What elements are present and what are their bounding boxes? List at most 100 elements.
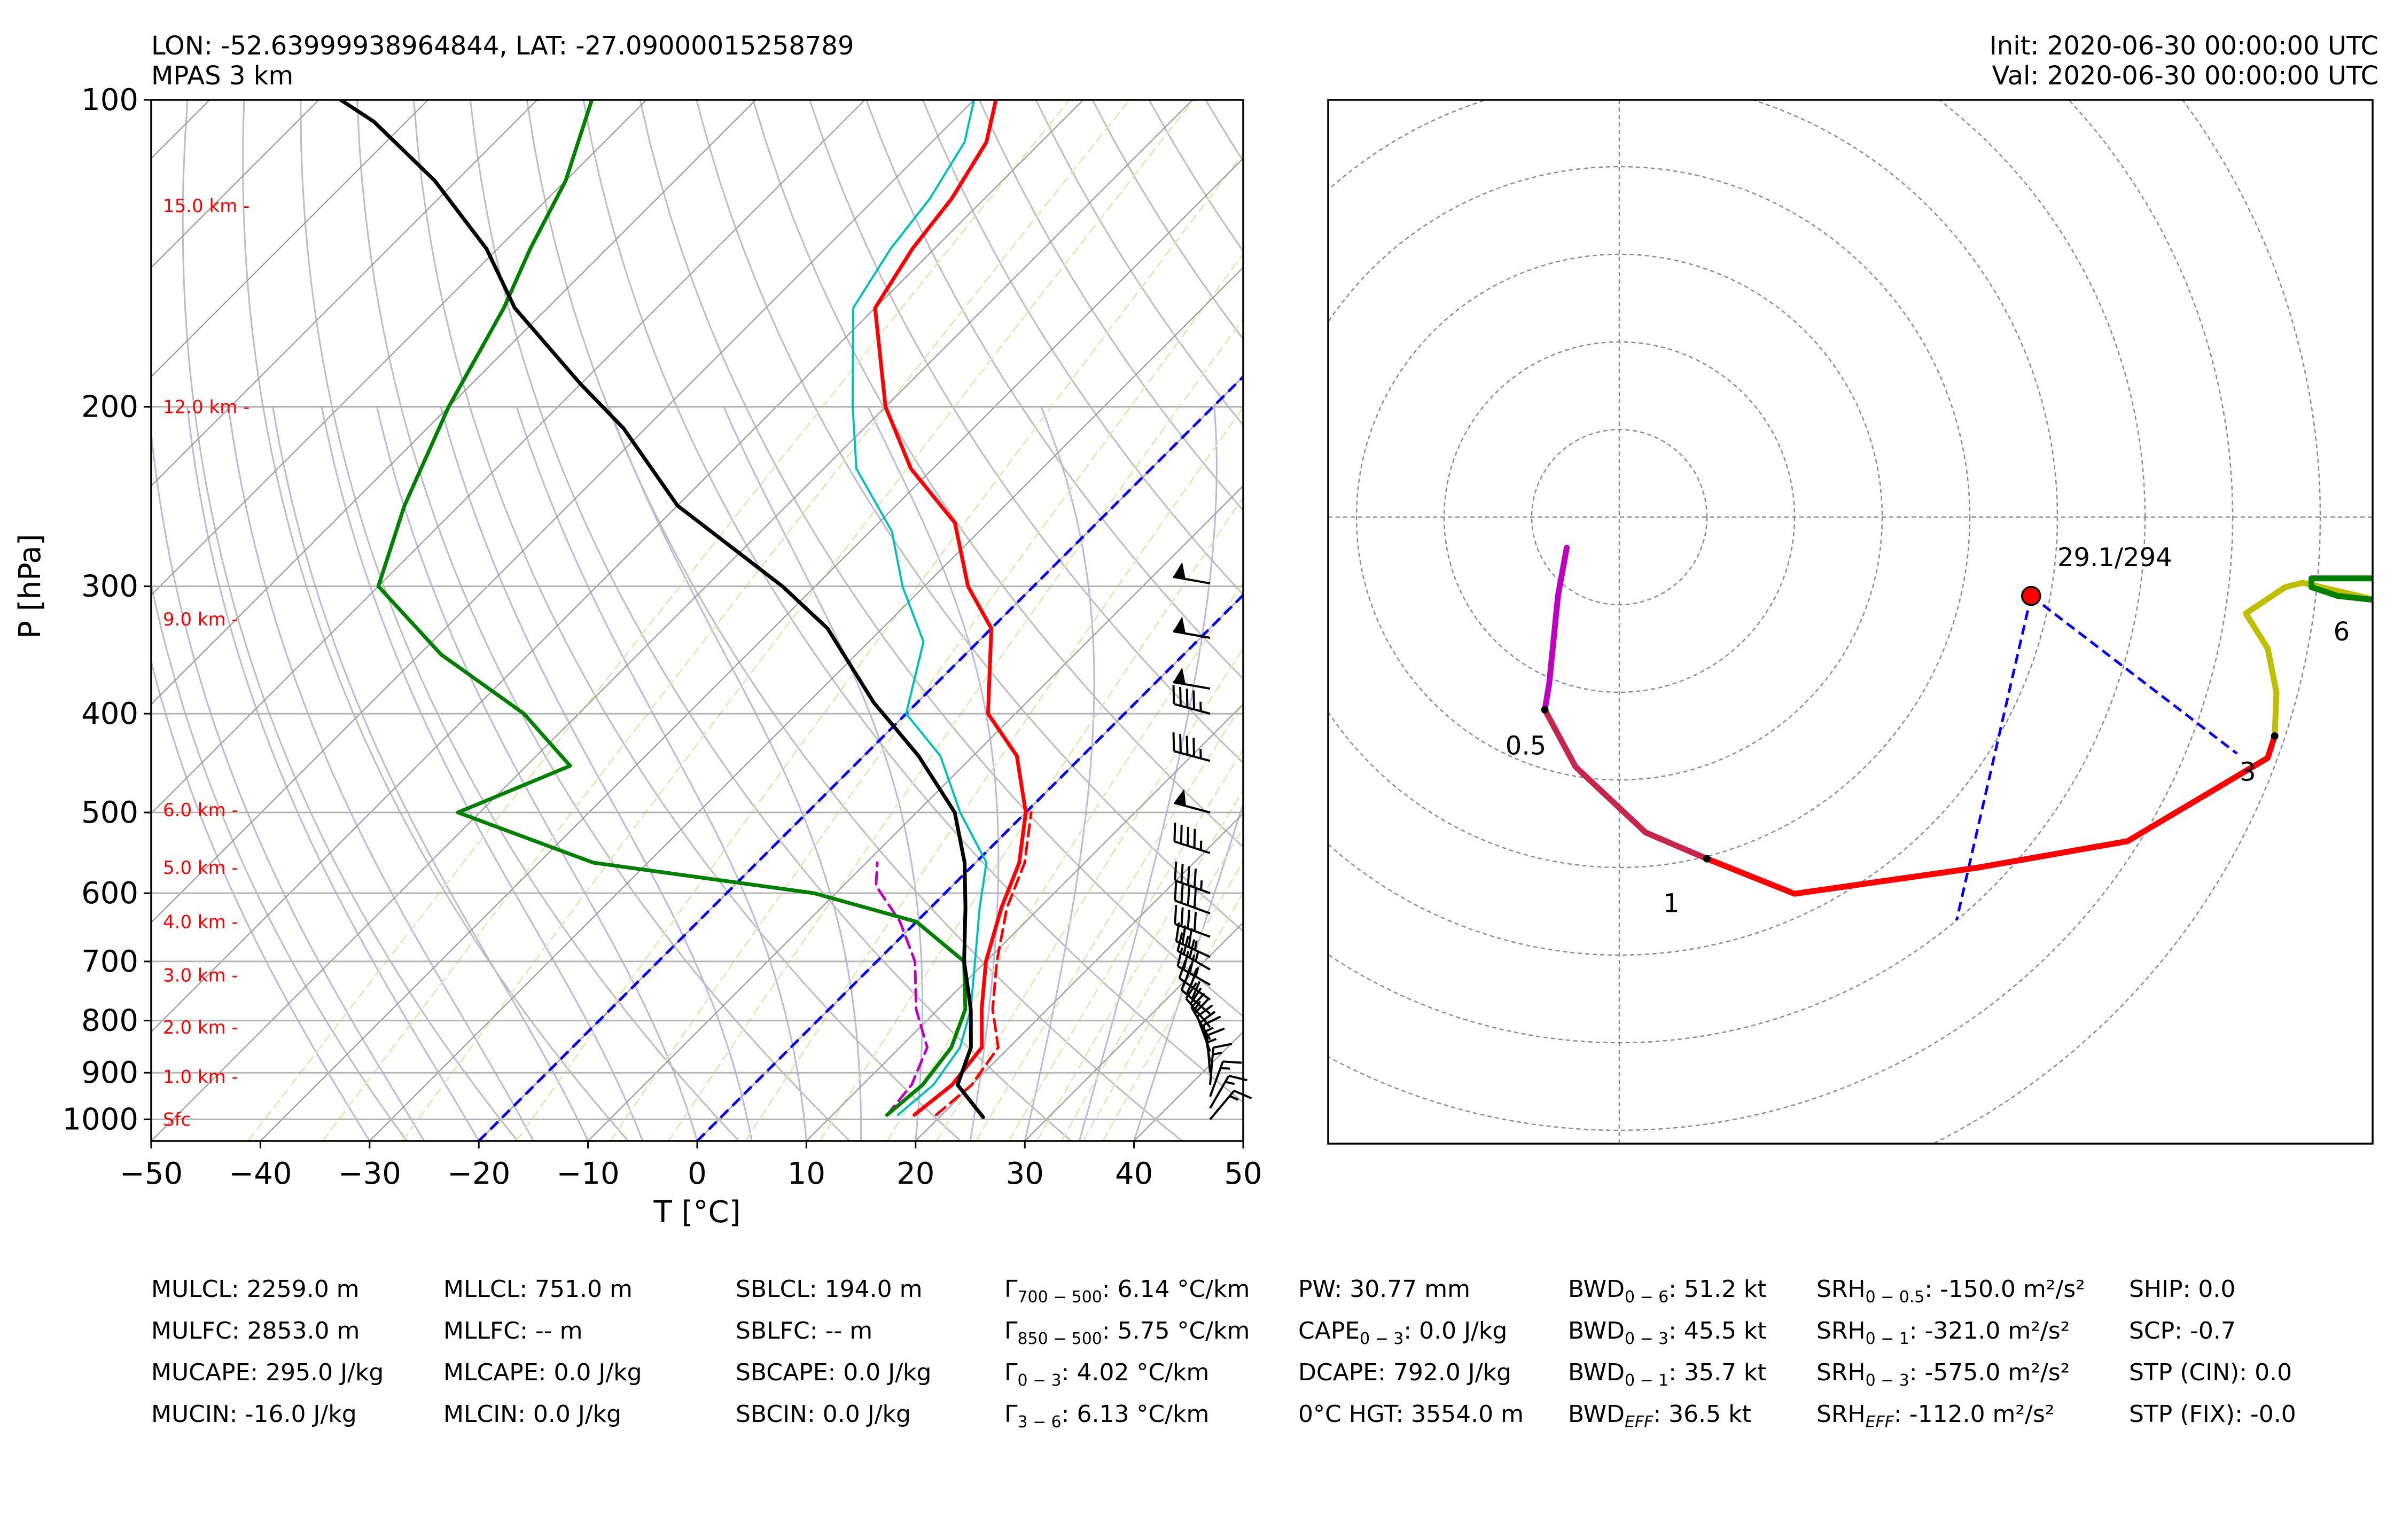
y-tick-label: 400 <box>81 697 138 731</box>
index-item: Γ700 − 500: 6.14 °C/km <box>1004 1276 1250 1307</box>
mixing-ratio-line <box>1082 859 1243 1141</box>
index-item: SRH0 − 1: -321.0 m²/s² <box>1816 1317 2070 1348</box>
wind-barb <box>1173 822 1211 854</box>
isotherm-line <box>1024 921 1243 1141</box>
wind-barb <box>1209 1043 1233 1085</box>
moist-adiabat-line <box>151 426 425 1141</box>
dry-adiabat-line <box>809 100 1243 764</box>
wind-barb <box>1209 1090 1252 1120</box>
moist-adiabat-line <box>272 407 589 1141</box>
wind-barb <box>1173 616 1211 639</box>
indices-col-1: MULCL: 2259.0 m MULFC: 2853.0 m MUCAPE: … <box>151 1276 384 1442</box>
header-right: Init: 2020-06-30 00:00:00 UTC Val: 2020-… <box>1990 31 2378 91</box>
wind-barb <box>1173 667 1211 690</box>
y-tick-label: 900 <box>81 1056 138 1090</box>
mixing-ratio-line <box>975 701 1243 1141</box>
valid-time-label: Val: 2020-06-30 00:00:00 UTC <box>1992 61 2379 91</box>
hodograph-segment <box>1542 707 1710 862</box>
isotherm-line <box>151 100 647 596</box>
height-label: 15.0 km - <box>163 196 249 217</box>
y-tick-label: 300 <box>81 569 138 604</box>
wetbulb-line <box>852 100 988 1116</box>
index-item: STP (CIN): 0.0 <box>2129 1359 2292 1386</box>
index-item: BWD0 − 1: 35.7 kt <box>1568 1359 1767 1390</box>
x-tick-label: 0 <box>688 1156 707 1191</box>
isotherm-line <box>587 485 1243 1141</box>
storm-motion-label: 29.1/294 <box>2057 543 2172 573</box>
dewpoint-line <box>376 100 968 1117</box>
hodograph-frame <box>1327 99 2374 1145</box>
skew-t-frame <box>150 99 1244 1142</box>
skew-t-plot-area: Sfc 1.0 km - 2.0 km - 3.0 km - 4.0 km - 5.0 k… <box>151 100 1243 1141</box>
dry-adiabat-line <box>865 100 1243 681</box>
height-marker-dot <box>2271 732 2279 740</box>
header-left: LON: -52.63999938964844, LAT: -27.090000… <box>151 31 854 91</box>
index-item: 0°C HGT: 3554.0 m <box>1298 1401 1524 1428</box>
hodograph-ring <box>1328 100 2058 956</box>
isotherm-line <box>151 100 757 705</box>
temperature-line <box>873 100 1028 1117</box>
mixing-ratio-line <box>819 496 1243 1141</box>
height-label: 5.0 km - <box>163 857 238 879</box>
x-tick-label: 40 <box>1115 1156 1153 1191</box>
dry-adiabat-line <box>242 100 629 1141</box>
wind-barb <box>1209 1075 1247 1109</box>
mixing-ratio-line <box>322 100 1130 1141</box>
storm-motion-marker <box>2021 585 2041 606</box>
wind-barb <box>1209 1060 1242 1097</box>
moist-adiabat-line <box>186 407 480 1141</box>
moist-adiabat-line <box>867 406 1000 1141</box>
index-item: SRHEFF: -112.0 m²/s² <box>1816 1401 2055 1432</box>
y-tick-label: 1000 <box>62 1103 138 1137</box>
moist-adiabat-line <box>321 407 644 1141</box>
virtual-temperature-line <box>934 811 1033 1116</box>
dry-adiabat-line <box>922 100 1243 596</box>
location-label: LON: -52.63999938964844, LAT: -27.090000… <box>151 31 854 61</box>
dry-adiabat-line <box>639 100 1243 1018</box>
height-label: 4.0 km - <box>163 912 238 933</box>
isotherm-line <box>478 376 1243 1141</box>
isotherm-reference-line <box>478 374 1243 1141</box>
index-item: MULCL: 2259.0 m <box>151 1276 360 1303</box>
index-item: Γ850 − 500: 5.75 °C/km <box>1004 1317 1250 1348</box>
index-item: MUCIN: -16.0 J/kg <box>151 1401 357 1428</box>
skew-t-chart: Sfc 1.0 km - 2.0 km - 3.0 km - 4.0 km - 5.0 k… <box>13 83 1261 1230</box>
mixing-ratio-line <box>401 100 1195 1141</box>
isotherm-line <box>151 100 1084 1033</box>
indices-col-6: BWD0 − 6: 51.2 kt BWD0 − 3: 45.5 kt BWD0 −… <box>1568 1276 1767 1442</box>
index-item: MUCAPE: 295.0 J/kg <box>151 1359 384 1386</box>
isotherm-line <box>260 157 1243 1141</box>
index-item: MLLFC: -- m <box>443 1317 583 1344</box>
index-item: CAPE0 − 3: 0.0 J/kg <box>1298 1317 1508 1348</box>
wind-barb <box>1172 732 1211 762</box>
index-item: SBLCL: 194.0 m <box>736 1276 923 1303</box>
index-item: SBCAPE: 0.0 J/kg <box>736 1359 932 1386</box>
wind-barb <box>1175 922 1211 958</box>
index-item: MLCAPE: 0.0 J/kg <box>443 1359 642 1386</box>
mixing-ratio-line <box>1060 826 1243 1141</box>
dry-adiabat-line <box>1091 100 1243 340</box>
index-item: SHIP: 0.0 <box>2129 1276 2236 1303</box>
x-tick-label: 50 <box>1224 1156 1261 1191</box>
indices-col-7: SRH0 − 0.5: -150.0 m²/s² SRH0 − 1: -321.0… <box>1816 1276 2085 1442</box>
moist-adiabat-line <box>516 407 807 1141</box>
hodograph-ring <box>1328 166 1971 869</box>
height-marker-dot <box>2374 597 2381 604</box>
dry-adiabat-line <box>300 100 740 1141</box>
x-tick-label: −40 <box>229 1156 292 1191</box>
dry-adiabat-line <box>182 100 518 1141</box>
height-marker-label: 0.5 <box>1506 731 1546 761</box>
y-tick-label: 800 <box>81 1004 138 1038</box>
indices-col-4: Γ700 − 500: 6.14 °C/km Γ850 − 500: 5.75 °… <box>1004 1276 1250 1442</box>
hodograph-ring <box>1355 253 1883 781</box>
moist-adiabat-line <box>151 658 371 1141</box>
y-tick-label: 200 <box>81 390 138 425</box>
storm-motion-dash <box>1955 596 2033 920</box>
hodograph-segment <box>1704 733 2278 897</box>
index-item: MLCIN: 0.0 J/kg <box>443 1401 622 1428</box>
isotherm-line <box>369 267 1243 1141</box>
init-time-label: Init: 2020-06-30 00:00:00 UTC <box>1989 31 2378 61</box>
height-marker-dot <box>1703 855 1711 863</box>
moist-adiabat-line <box>1133 801 1243 1141</box>
